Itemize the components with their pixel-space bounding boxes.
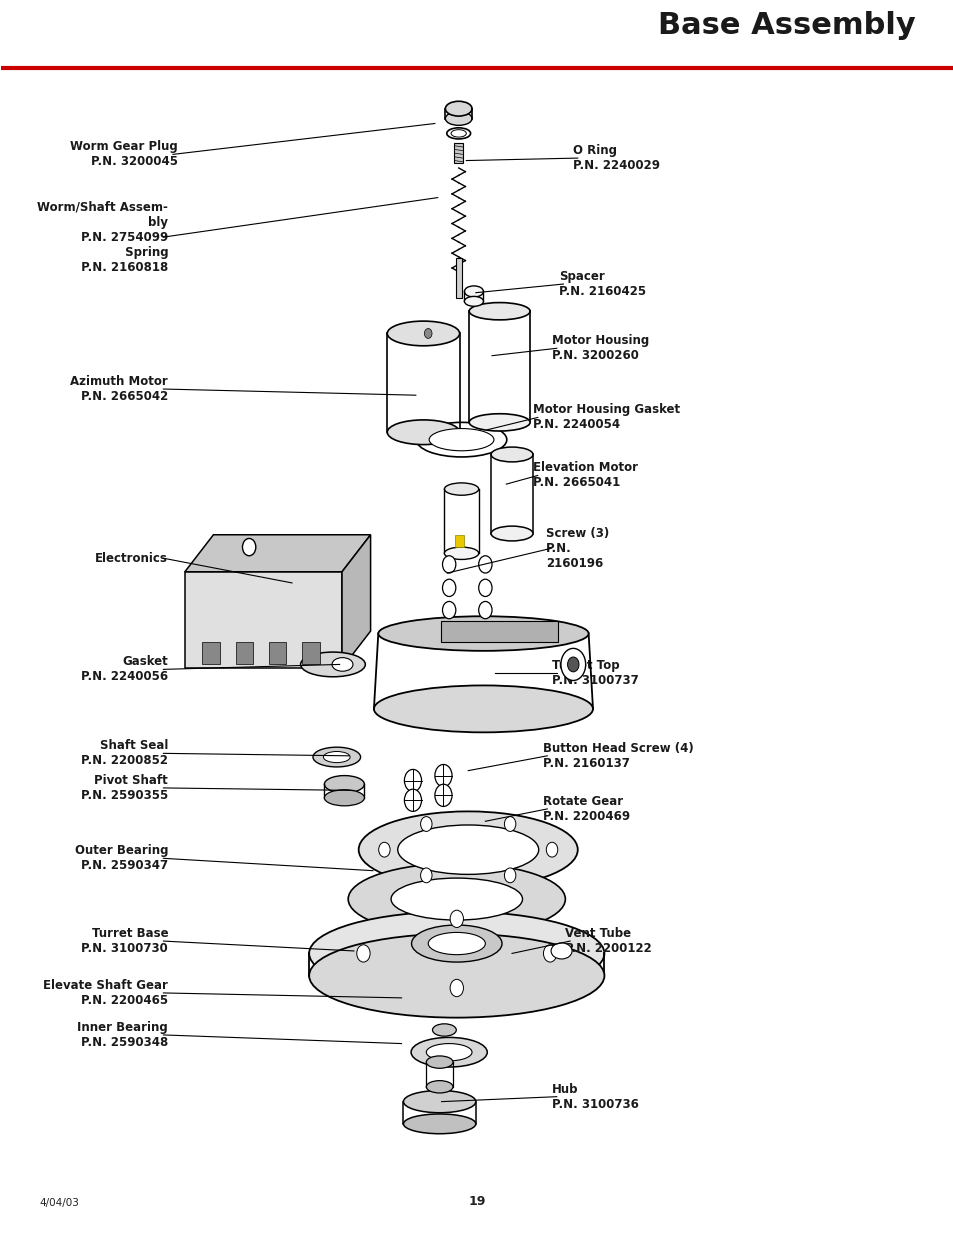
Circle shape <box>450 979 463 997</box>
Text: O Ring
P.N. 2240029: O Ring P.N. 2240029 <box>573 144 659 172</box>
Ellipse shape <box>309 934 604 1018</box>
Polygon shape <box>440 621 558 642</box>
Text: Rotate Gear
P.N. 2200469: Rotate Gear P.N. 2200469 <box>542 795 629 823</box>
Circle shape <box>560 648 585 680</box>
Circle shape <box>442 579 456 597</box>
Circle shape <box>478 579 492 597</box>
Circle shape <box>435 764 452 787</box>
Text: Motor Housing
P.N. 3200260: Motor Housing P.N. 3200260 <box>552 335 649 362</box>
Ellipse shape <box>309 911 604 995</box>
Ellipse shape <box>324 790 364 806</box>
Ellipse shape <box>332 657 353 672</box>
Ellipse shape <box>378 616 588 651</box>
Ellipse shape <box>429 429 494 451</box>
Ellipse shape <box>387 321 459 346</box>
Ellipse shape <box>444 547 478 559</box>
Circle shape <box>546 842 558 857</box>
Ellipse shape <box>551 944 572 958</box>
Ellipse shape <box>491 447 533 462</box>
Text: Vent Tube
P.N. 2200122: Vent Tube P.N. 2200122 <box>565 927 652 955</box>
Ellipse shape <box>397 825 538 874</box>
Bar <box>456 258 461 298</box>
Bar <box>454 143 462 163</box>
Ellipse shape <box>464 287 483 298</box>
Ellipse shape <box>445 112 472 126</box>
Ellipse shape <box>469 303 530 320</box>
Text: Base Assembly: Base Assembly <box>658 11 915 40</box>
Ellipse shape <box>323 751 350 763</box>
Text: Outer Bearing
P.N. 2590347: Outer Bearing P.N. 2590347 <box>74 845 168 872</box>
Ellipse shape <box>411 1037 487 1067</box>
Polygon shape <box>185 572 342 668</box>
Ellipse shape <box>451 130 466 137</box>
Text: Gasket
P.N. 2240056: Gasket P.N. 2240056 <box>81 656 168 683</box>
Circle shape <box>478 601 492 619</box>
Ellipse shape <box>300 652 365 677</box>
Ellipse shape <box>432 1024 456 1036</box>
Circle shape <box>420 816 432 831</box>
Circle shape <box>404 789 421 811</box>
Circle shape <box>543 945 557 962</box>
Bar <box>455 535 464 547</box>
Text: Elevate Shaft Gear
P.N. 2200465: Elevate Shaft Gear P.N. 2200465 <box>43 979 168 1007</box>
Text: Hub
P.N. 3100736: Hub P.N. 3100736 <box>552 1083 639 1110</box>
Ellipse shape <box>387 420 459 445</box>
Text: Motor Housing Gasket
P.N. 2240054: Motor Housing Gasket P.N. 2240054 <box>533 404 679 431</box>
Text: Button Head Screw (4)
P.N. 2160137: Button Head Screw (4) P.N. 2160137 <box>542 742 693 769</box>
Text: Spacer
P.N. 2160425: Spacer P.N. 2160425 <box>558 270 645 298</box>
Ellipse shape <box>446 128 470 138</box>
Ellipse shape <box>416 422 506 457</box>
Text: 19: 19 <box>469 1194 486 1208</box>
Circle shape <box>504 816 516 831</box>
Text: Azimuth Motor
P.N. 2665042: Azimuth Motor P.N. 2665042 <box>71 375 168 403</box>
Text: Turret Base
P.N. 3100730: Turret Base P.N. 3100730 <box>81 927 168 955</box>
Ellipse shape <box>426 1044 472 1061</box>
Ellipse shape <box>358 811 578 888</box>
Ellipse shape <box>464 296 483 306</box>
Text: 4/04/03: 4/04/03 <box>39 1198 79 1208</box>
Ellipse shape <box>445 101 472 116</box>
Ellipse shape <box>403 1114 476 1134</box>
Bar <box>235 642 253 664</box>
Ellipse shape <box>374 685 593 732</box>
Circle shape <box>478 556 492 573</box>
Text: Worm Gear Plug
P.N. 3200045: Worm Gear Plug P.N. 3200045 <box>70 141 177 168</box>
Circle shape <box>356 945 370 962</box>
Ellipse shape <box>469 414 530 431</box>
Circle shape <box>442 556 456 573</box>
Ellipse shape <box>428 932 485 955</box>
Polygon shape <box>342 535 370 668</box>
Bar <box>269 642 286 664</box>
Text: Pivot Shaft
P.N. 2590355: Pivot Shaft P.N. 2590355 <box>81 774 168 802</box>
Circle shape <box>424 329 432 338</box>
Circle shape <box>435 784 452 806</box>
Ellipse shape <box>391 878 522 920</box>
Ellipse shape <box>403 1091 476 1113</box>
Ellipse shape <box>411 925 501 962</box>
Text: Elevation Motor
P.N. 2665041: Elevation Motor P.N. 2665041 <box>533 462 638 489</box>
Circle shape <box>242 538 255 556</box>
Circle shape <box>404 769 421 792</box>
Ellipse shape <box>324 776 364 793</box>
Ellipse shape <box>491 526 533 541</box>
Ellipse shape <box>444 483 478 495</box>
Bar <box>302 642 319 664</box>
Circle shape <box>420 868 432 883</box>
Bar <box>202 642 219 664</box>
Circle shape <box>567 657 578 672</box>
Text: Electronics: Electronics <box>95 552 168 564</box>
Polygon shape <box>185 535 370 572</box>
Text: Screw (3)
P.N.
2160196: Screw (3) P.N. 2160196 <box>546 527 609 569</box>
Circle shape <box>378 842 390 857</box>
Text: Turret Top
P.N. 3100737: Turret Top P.N. 3100737 <box>552 659 639 687</box>
Ellipse shape <box>348 863 565 935</box>
Ellipse shape <box>426 1056 453 1068</box>
Text: Shaft Seal
P.N. 2200852: Shaft Seal P.N. 2200852 <box>81 740 168 767</box>
Text: Inner Bearing
P.N. 2590348: Inner Bearing P.N. 2590348 <box>77 1021 168 1049</box>
Ellipse shape <box>426 1081 453 1093</box>
Circle shape <box>450 910 463 927</box>
Ellipse shape <box>313 747 360 767</box>
Text: Worm/Shaft Assem-
bly
P.N. 2754099
 Spring
 P.N. 2160818: Worm/Shaft Assem- bly P.N. 2754099 Sprin… <box>37 200 168 274</box>
Circle shape <box>504 868 516 883</box>
Circle shape <box>442 601 456 619</box>
